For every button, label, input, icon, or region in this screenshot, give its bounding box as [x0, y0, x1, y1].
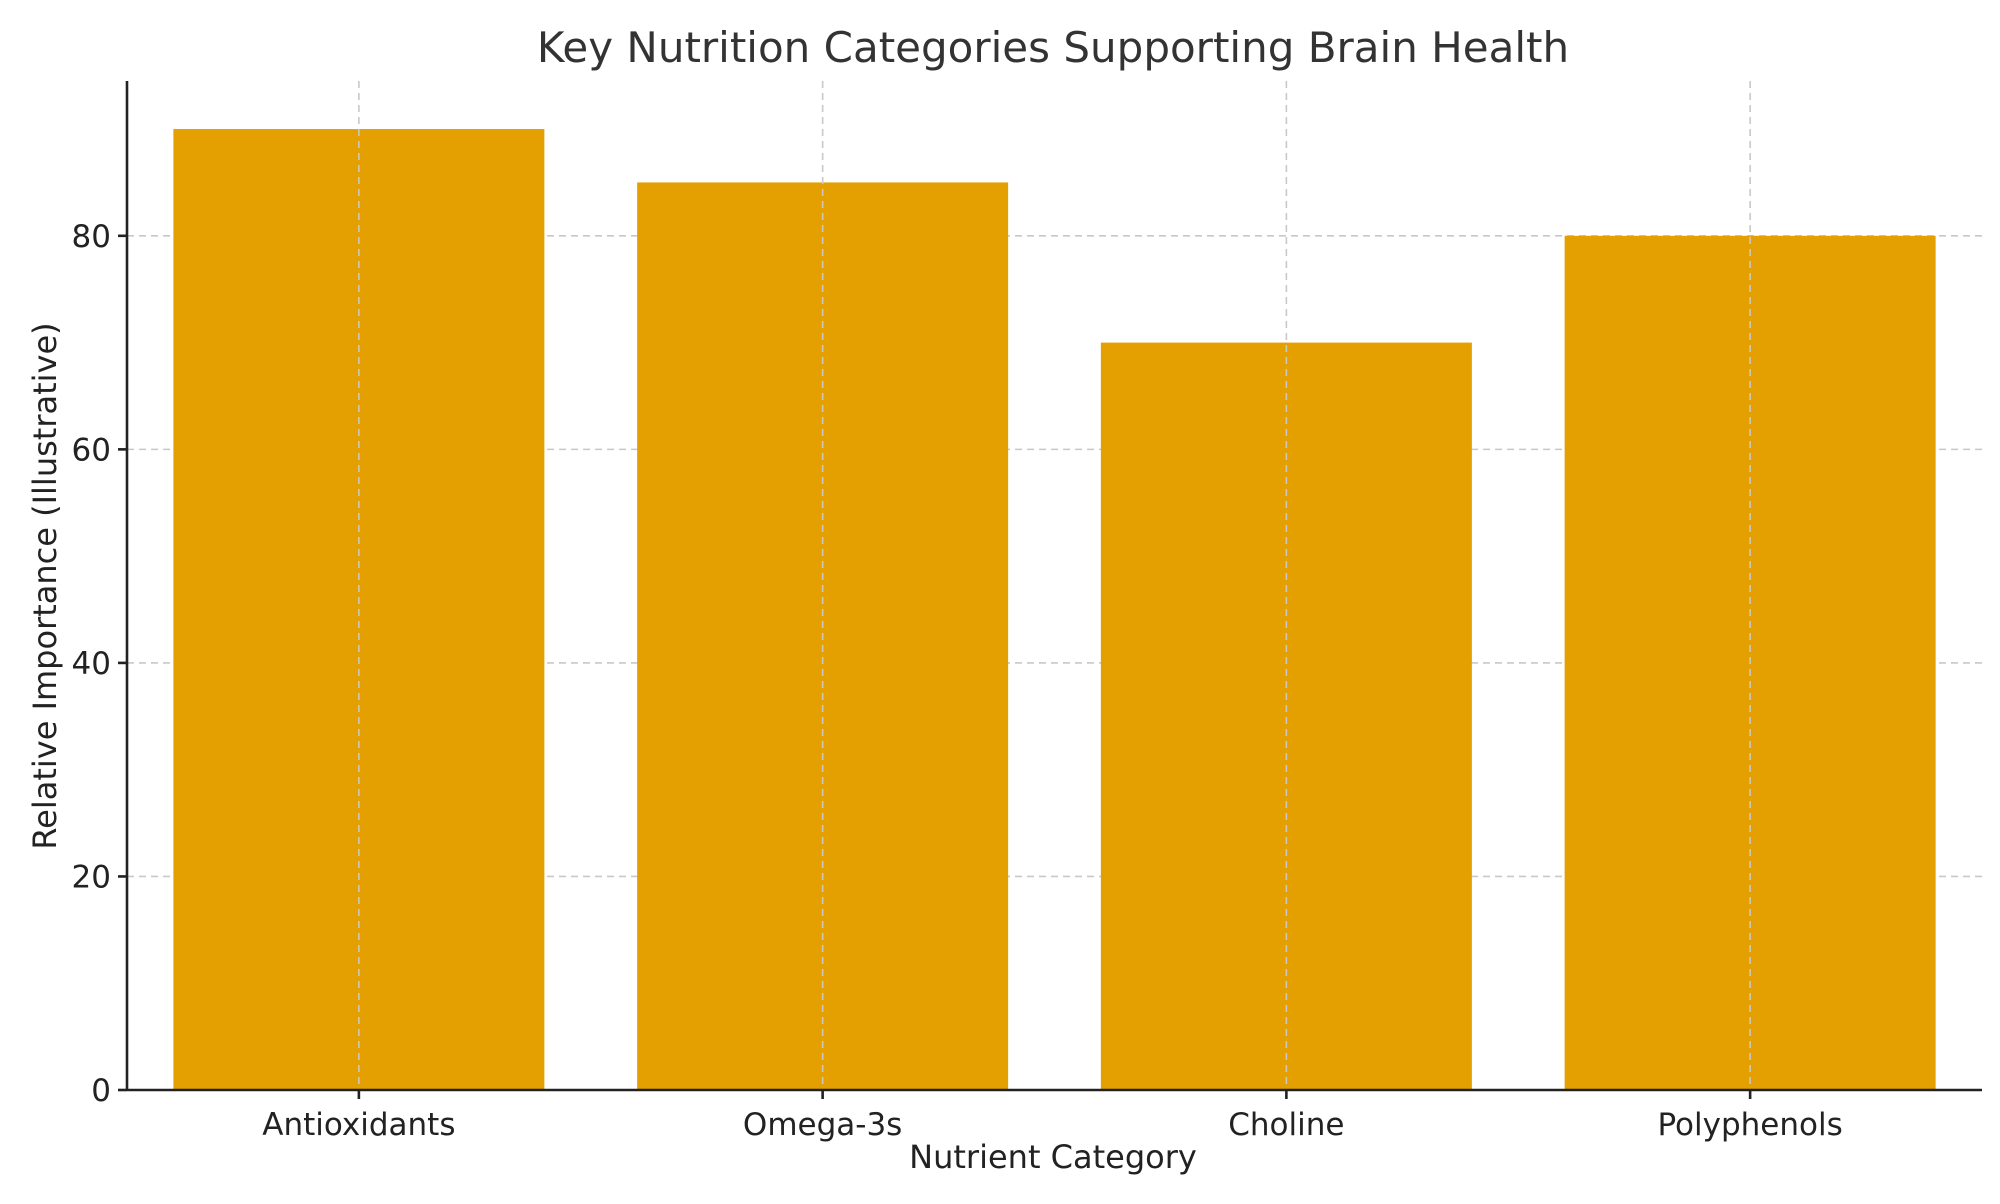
axes: [118, 81, 1982, 1099]
y-tick-label: 80: [72, 219, 111, 255]
tick-labels: 0 20 40 60 80 Antioxidants Omega-3s Choline Poly…: [72, 219, 1843, 1143]
chart-title: Key Nutrition Categories Supporting Brai…: [537, 23, 1569, 72]
bars: [173, 129, 1936, 1091]
y-axis-label: Relative Importance (Illustrative): [26, 322, 64, 849]
x-tick-label: Antioxidants: [262, 1107, 455, 1143]
x-tick-label: Omega-3s: [743, 1107, 902, 1143]
y-tick-label: 60: [72, 432, 111, 468]
grid-lines: [127, 235, 1982, 878]
x-tick-label: Choline: [1228, 1107, 1344, 1143]
y-tick-label: 20: [72, 859, 111, 895]
y-tick-label: 40: [72, 646, 111, 682]
y-tick-label: 0: [91, 1073, 111, 1109]
x-tick-label: Polyphenols: [1657, 1107, 1842, 1143]
x-axis-label: Nutrient Category: [909, 1138, 1197, 1176]
